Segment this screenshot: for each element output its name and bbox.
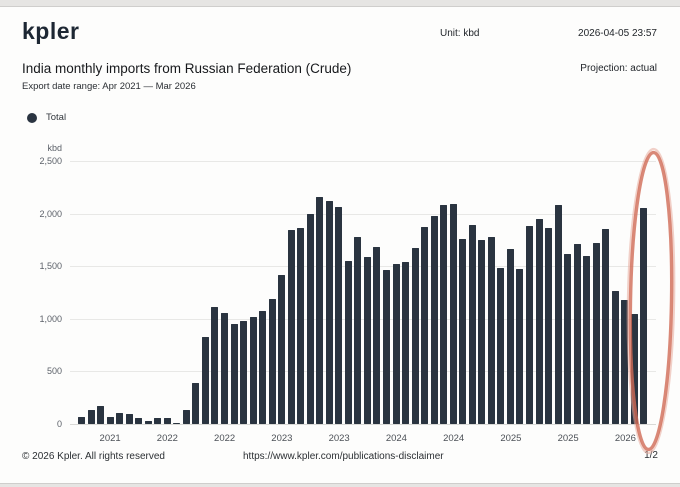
footer-page-number: 1/2 (644, 450, 658, 461)
bar-nov-2021 (144, 421, 152, 424)
y-tick-label-2500: 2,500 (39, 156, 62, 166)
gridline-2500 (70, 161, 656, 162)
bar-jan-2023 (278, 275, 286, 424)
bar-mar-2022 (182, 410, 190, 424)
bar-mar-2026 (640, 208, 648, 424)
bar-jul-2022 (220, 313, 228, 424)
bar-oct-2023 (363, 257, 371, 424)
footer-copyright: © 2026 Kpler. All rights reserved (22, 451, 165, 462)
bar-jan-2024 (392, 264, 400, 424)
bar-jun-2023 (325, 201, 333, 424)
bar-jul-2021 (106, 417, 114, 424)
legend-dot-icon (27, 112, 37, 123)
bar-jan-2026 (621, 300, 629, 424)
bar-sep-2023 (354, 237, 362, 424)
y-tick-label-0: 0 (56, 419, 62, 429)
bar-dec-2021 (154, 418, 162, 424)
x-tick-label-15: 2022 (214, 433, 236, 444)
legend: Total (27, 112, 66, 123)
bar-feb-2024 (402, 262, 410, 424)
legend-label-total: Total (46, 112, 67, 123)
x-tick-label-33: 2024 (385, 433, 407, 444)
x-tick-label-21: 2023 (271, 433, 293, 444)
bar-dec-2023 (383, 270, 390, 424)
gridline-2000 (70, 213, 656, 215)
bar-aug-2024 (459, 239, 467, 424)
y-tick-label-500: 500 (46, 366, 62, 377)
bar-feb-2022 (173, 423, 181, 424)
bar-mar-2023 (297, 228, 305, 424)
bar-nov-2024 (487, 237, 495, 424)
unit-label: Unit: kbd (440, 28, 480, 39)
bar-oct-2024 (478, 240, 486, 424)
chart-title: India monthly imports from Russian Feder… (22, 61, 352, 76)
y-tick-label-2000: 2,000 (39, 208, 62, 219)
bar-may-2023 (316, 197, 324, 424)
x-tick-label-39: 2024 (443, 433, 465, 444)
bar-mar-2025 (525, 226, 533, 424)
bar-sep-2022 (240, 321, 248, 424)
bar-jun-2024 (440, 205, 448, 424)
gridline-1000 (70, 318, 656, 320)
bar-apr-2022 (192, 383, 200, 424)
bar-oct-2025 (592, 243, 600, 424)
bar-feb-2025 (516, 269, 524, 424)
y-tick-label-1500: 1,500 (39, 261, 62, 272)
bar-sep-2025 (583, 256, 591, 424)
x-tick-label-51: 2025 (557, 433, 579, 444)
bar-nov-2022 (259, 311, 267, 424)
x-tick-label-3: 2021 (99, 433, 121, 444)
bar-dec-2024 (497, 268, 505, 424)
bar-feb-2023 (287, 230, 295, 424)
report-sheet: kpler Unit: kbd 2026-04-05 23:57 India m… (0, 6, 680, 484)
bar-jul-2024 (449, 204, 457, 424)
bar-may-2024 (430, 216, 438, 424)
bar-jun-2025 (554, 205, 562, 424)
bar-jan-2025 (506, 249, 514, 424)
bar-mar-2024 (411, 248, 419, 424)
bar-oct-2022 (249, 317, 257, 424)
bar-sep-2024 (468, 225, 476, 424)
bar-apr-2025 (535, 219, 543, 424)
bar-dec-2022 (268, 299, 276, 424)
bar-jul-2025 (564, 254, 572, 424)
footer-disclaimer-link[interactable]: https://www.kpler.com/publications-discl… (243, 451, 444, 462)
bar-may-2022 (201, 337, 209, 424)
bar-jul-2023 (335, 207, 343, 424)
bar-sep-2021 (125, 414, 133, 424)
bar-may-2021 (87, 410, 95, 424)
bar-feb-2026 (630, 314, 638, 424)
bar-aug-2021 (116, 413, 124, 424)
bar-oct-2021 (135, 418, 143, 424)
bar-apr-2021 (78, 417, 85, 424)
bar-apr-2023 (306, 214, 314, 424)
x-tick-label-27: 2023 (328, 433, 350, 444)
bar-series-total (78, 161, 648, 424)
x-tick-label-57: 2026 (614, 433, 636, 444)
y-axis-unit: kbd (47, 143, 62, 153)
bar-nov-2025 (602, 229, 610, 424)
bar-aug-2023 (344, 261, 352, 424)
bar-jun-2021 (97, 406, 105, 424)
x-tick-label-45: 2025 (500, 433, 522, 444)
gridline-500 (70, 371, 656, 373)
bar-jun-2022 (211, 307, 219, 424)
gridline-0 (70, 424, 656, 425)
x-tick-label-9: 2022 (156, 433, 178, 444)
export-date-range: Export date range: Apr 2021 — Mar 2026 (22, 81, 196, 92)
bar-apr-2024 (421, 227, 429, 424)
projection-label: Projection: actual (580, 63, 657, 74)
kpler-logo: kpler (22, 18, 80, 44)
y-tick-label-1000: 1,000 (39, 313, 62, 324)
bar-aug-2022 (230, 324, 238, 424)
bar-dec-2025 (611, 291, 619, 424)
bar-nov-2023 (373, 247, 381, 424)
bar-jan-2022 (163, 418, 171, 424)
gridline-1500 (70, 266, 656, 268)
export-timestamp: 2026-04-05 23:57 (578, 28, 657, 39)
bar-may-2025 (545, 228, 553, 424)
bar-aug-2025 (573, 244, 581, 424)
